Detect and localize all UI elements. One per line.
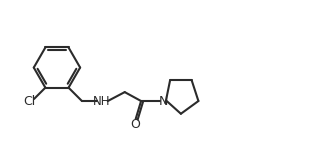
Text: Cl: Cl xyxy=(24,95,36,108)
Text: NH: NH xyxy=(93,94,110,108)
Text: N: N xyxy=(159,94,168,108)
Text: O: O xyxy=(130,118,140,131)
